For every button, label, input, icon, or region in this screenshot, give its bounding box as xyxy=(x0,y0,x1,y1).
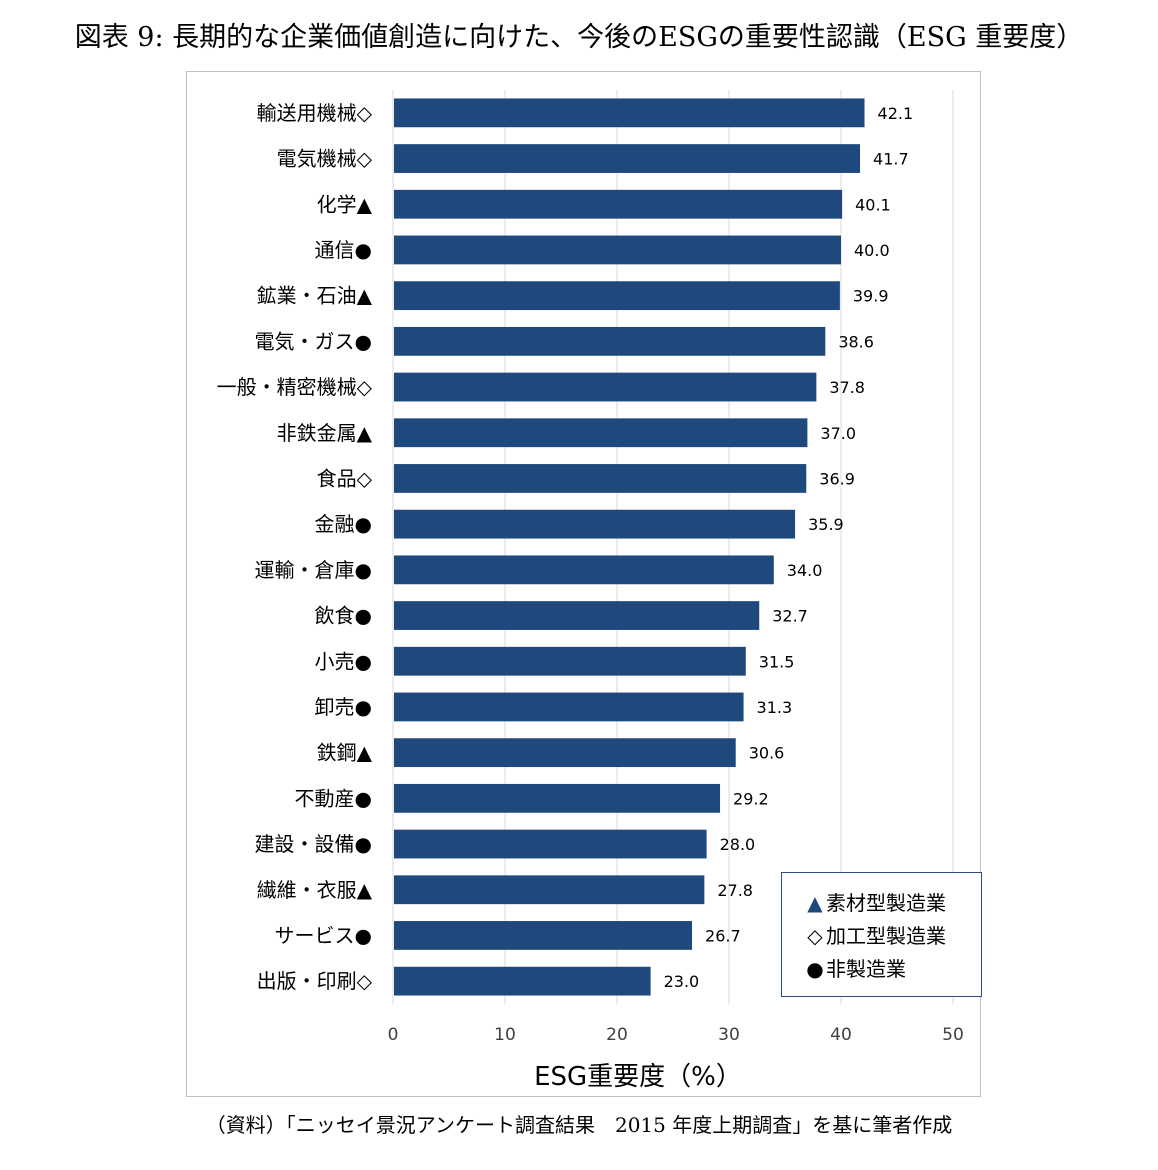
bar xyxy=(394,189,843,219)
bar xyxy=(394,235,841,265)
data-label: 26.7 xyxy=(705,926,741,945)
data-label: 28.0 xyxy=(720,835,756,854)
data-label: 34.0 xyxy=(787,561,823,580)
category-label: 非鉄金属▲ xyxy=(277,421,373,445)
data-label: 40.0 xyxy=(854,241,890,260)
x-tick-label: 20 xyxy=(606,1025,628,1045)
category-label: 繊維・衣服▲ xyxy=(257,878,373,902)
data-label: 23.0 xyxy=(664,972,700,991)
category-label: 小売● xyxy=(315,649,372,673)
data-label: 31.3 xyxy=(757,698,793,717)
category-label: 輸送用機械◇ xyxy=(257,101,373,125)
figure-title: 図表 9: 長期的な企業価値創造に向けた、今後のESGの重要性認識（ESG 重要… xyxy=(74,22,1084,53)
bar xyxy=(394,601,760,630)
bar xyxy=(394,281,840,311)
category-label: 鉱業・石油▲ xyxy=(257,284,373,308)
category-label: 電気機械◇ xyxy=(277,147,373,171)
bar xyxy=(394,692,744,722)
bar xyxy=(394,875,705,905)
bar xyxy=(394,966,651,996)
data-label: 37.0 xyxy=(820,424,856,443)
bar xyxy=(394,646,746,676)
data-label: 39.9 xyxy=(853,287,889,306)
category-label: サービス● xyxy=(275,923,372,947)
x-tick-label: 10 xyxy=(494,1025,516,1045)
x-tick-labels: 0 10 20 30 40 50 xyxy=(388,1025,964,1045)
bar xyxy=(394,783,721,813)
data-label: 38.6 xyxy=(838,332,874,351)
legend-item-processing: ◇ 加工型製造業 xyxy=(804,924,946,948)
data-label: 41.7 xyxy=(873,150,909,169)
category-label: 出版・印刷◇ xyxy=(257,969,373,993)
bar xyxy=(394,372,817,402)
bar xyxy=(394,921,693,950)
data-label: 40.1 xyxy=(855,195,891,214)
category-label: 電気・ガス● xyxy=(255,329,372,353)
x-tick-label: 30 xyxy=(718,1025,740,1045)
bar xyxy=(394,555,774,585)
diamond-outline-icon: ◇ xyxy=(807,924,823,948)
bar xyxy=(394,509,796,539)
bar xyxy=(394,829,707,859)
gridlines xyxy=(392,90,954,1004)
category-label: 一般・精密機械◇ xyxy=(217,375,373,399)
category-label: 建設・設備● xyxy=(255,832,372,856)
data-label: 35.9 xyxy=(808,515,844,534)
bar xyxy=(394,98,865,128)
legend-label: 加工型製造業 xyxy=(826,924,946,948)
data-label: 30.6 xyxy=(749,744,785,763)
bar xyxy=(394,738,736,768)
x-tick-label: 50 xyxy=(942,1025,964,1045)
bar xyxy=(394,326,826,356)
category-label: 金融● xyxy=(315,512,372,536)
legend: ▲ 素材型製造業 ◇ 加工型製造業 ● 非製造業 xyxy=(781,872,982,997)
data-label: 32.7 xyxy=(772,607,808,626)
data-label: 37.8 xyxy=(829,378,865,397)
bar xyxy=(394,418,808,448)
category-label: 飲食● xyxy=(315,604,372,628)
category-label: 卸売● xyxy=(315,695,372,719)
data-label: 36.9 xyxy=(819,469,855,488)
bar-series xyxy=(394,98,865,996)
category-label: 不動産● xyxy=(295,786,372,810)
data-label: 31.5 xyxy=(759,652,795,671)
data-label: 29.2 xyxy=(733,789,769,808)
category-labels: 輸送用機械◇ 電気機械◇ 化学▲ 通信● 鉱業・石油▲ 電気・ガス● 一般・精密機械◇ 非鉄金… xyxy=(217,101,373,993)
x-tick-label: 40 xyxy=(830,1025,852,1045)
x-tick-label: 0 xyxy=(388,1025,399,1045)
legend-item-material: ▲ 素材型製造業 xyxy=(804,891,946,915)
legend-label: 素材型製造業 xyxy=(826,891,946,915)
circle-icon: ● xyxy=(806,957,824,981)
x-axis-title: ESG重要度（%） xyxy=(534,1062,742,1092)
bar xyxy=(394,144,861,173)
category-label: 食品◇ xyxy=(317,466,373,490)
source-note: （資料）「ニッセイ景況アンケート調査結果 2015 年度上期調査」を基に筆者作成 xyxy=(205,1113,953,1137)
legend-item-non-manufacturing: ● 非製造業 xyxy=(804,957,906,981)
category-label: 通信● xyxy=(315,238,372,262)
data-label: 27.8 xyxy=(717,881,753,900)
category-label: 運輸・倉庫● xyxy=(255,558,372,582)
value-labels: 42.1 41.7 40.1 40.0 39.9 38.6 37.8 37.0 36.9 35.9… xyxy=(664,104,914,991)
triangle-icon: ▲ xyxy=(807,891,823,915)
legend-label: 非製造業 xyxy=(826,957,906,981)
data-label: 42.1 xyxy=(878,104,914,123)
bar xyxy=(394,464,807,493)
category-label: 鉄鋼▲ xyxy=(317,741,373,765)
category-label: 化学▲ xyxy=(317,192,373,216)
